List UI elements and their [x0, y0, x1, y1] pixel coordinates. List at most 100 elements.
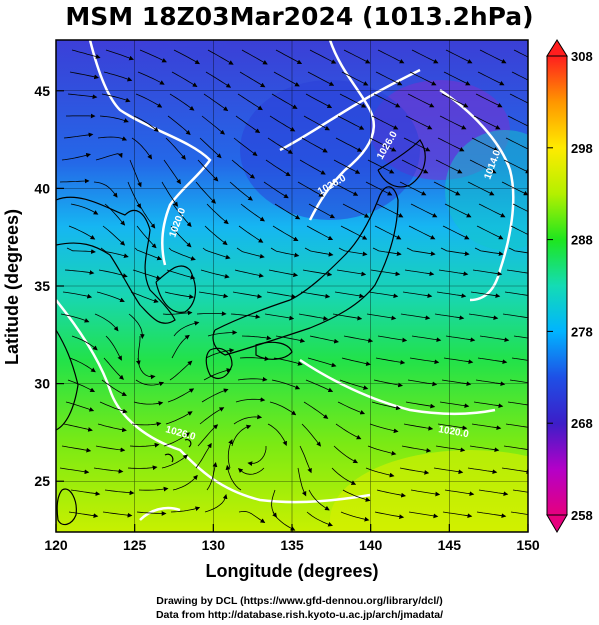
streamline	[476, 225, 504, 240]
streamline	[267, 137, 293, 154]
streamline	[268, 269, 299, 278]
streamline	[333, 159, 361, 174]
streamline	[307, 71, 335, 86]
streamline	[409, 71, 437, 86]
streamline	[342, 203, 370, 218]
streamline	[197, 159, 219, 182]
streamline	[247, 446, 267, 467]
streamline	[199, 137, 222, 159]
streamline	[437, 137, 465, 152]
streamline	[299, 445, 312, 474]
streamline	[509, 93, 528, 104]
streamline	[168, 247, 196, 261]
korea-china-coast	[56, 196, 176, 324]
streamline	[105, 49, 134, 61]
streamline	[99, 115, 129, 123]
streamline	[473, 401, 504, 409]
korean-peninsula	[155, 265, 197, 313]
streamline	[135, 379, 165, 387]
streamline	[165, 137, 186, 160]
streamline	[335, 137, 363, 152]
x-tick-label: 145	[438, 537, 462, 553]
streamline	[235, 115, 261, 134]
streamline	[97, 136, 128, 141]
x-tick-label: 140	[359, 537, 383, 553]
isobar-label: 1020.0	[437, 424, 469, 440]
colorbar-bar	[546, 55, 568, 516]
streamline	[67, 93, 98, 100]
streamline	[411, 49, 439, 64]
colorbar-bottom-arrow	[546, 514, 568, 533]
streamline	[504, 291, 528, 296]
coastlines	[56, 139, 426, 526]
streamline	[199, 407, 225, 425]
taiwan-coast	[56, 488, 77, 526]
streamline	[377, 49, 405, 64]
streamline	[297, 467, 307, 497]
streamline	[171, 334, 190, 359]
streamline	[136, 225, 157, 249]
streamline	[439, 115, 467, 130]
isobar-1014	[299, 358, 496, 415]
streamline	[137, 357, 156, 380]
x-tick-label: 120	[44, 537, 68, 553]
streamline	[132, 269, 162, 280]
streamline	[60, 313, 90, 323]
streamline	[403, 137, 431, 152]
colorbar-tick-label: 268	[571, 416, 593, 431]
streamline	[369, 423, 399, 434]
streamline	[400, 313, 431, 321]
streamline	[127, 181, 141, 209]
streamline	[71, 49, 101, 59]
streamline	[234, 269, 264, 278]
streamline	[204, 494, 228, 513]
streamline	[304, 247, 334, 257]
streamline	[195, 442, 212, 469]
streamline	[441, 93, 469, 108]
streamline	[233, 137, 258, 156]
colorbar-tick-label: 288	[571, 233, 593, 248]
warm-air-south	[330, 450, 528, 532]
streamline	[227, 439, 233, 469]
streamline	[170, 225, 192, 248]
streamline	[297, 181, 324, 197]
streamline	[443, 357, 474, 365]
streamline	[366, 313, 397, 321]
streamline	[474, 247, 504, 256]
streamline	[306, 511, 333, 527]
streamline	[240, 203, 265, 222]
streamline	[275, 49, 303, 64]
streamline	[165, 411, 193, 425]
streamline	[306, 225, 334, 241]
streamline	[129, 159, 142, 188]
streamline	[271, 93, 298, 109]
streamline	[239, 356, 270, 361]
streamline	[103, 71, 133, 82]
streamline	[139, 49, 167, 63]
streamline	[435, 445, 466, 453]
streamline	[340, 511, 370, 522]
streamline	[275, 335, 306, 343]
streamline	[501, 467, 528, 475]
streamline	[342, 489, 371, 502]
streamline	[343, 335, 374, 343]
streamline	[403, 423, 434, 431]
streamline	[263, 181, 289, 199]
streamline	[410, 489, 441, 497]
streamline	[374, 225, 402, 240]
streamline	[205, 348, 235, 359]
streamline	[367, 445, 397, 456]
streamline	[172, 474, 198, 491]
streamline	[127, 465, 158, 471]
streamline	[374, 511, 405, 520]
streamline	[233, 414, 263, 425]
streamline	[507, 401, 528, 406]
streamline	[272, 225, 299, 241]
streamline	[506, 269, 528, 274]
streamline	[409, 357, 440, 365]
streamline	[377, 335, 408, 343]
streamline	[93, 181, 118, 198]
x-tick-label: 130	[202, 537, 226, 553]
streamline	[136, 511, 167, 516]
streamline	[164, 291, 195, 299]
